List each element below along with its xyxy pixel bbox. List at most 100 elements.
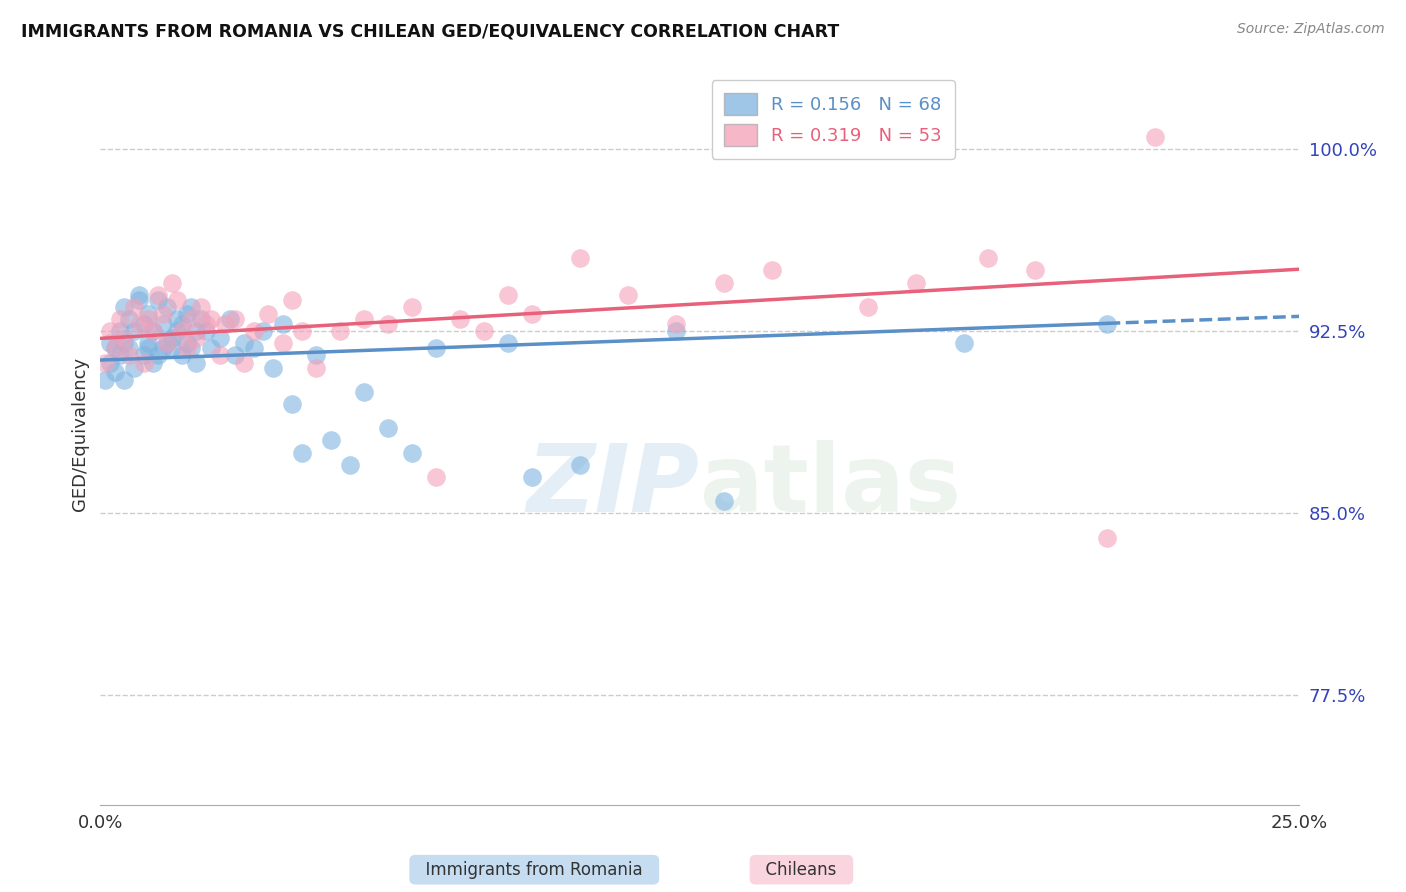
Point <box>568 458 591 472</box>
Point <box>665 324 688 338</box>
Point <box>353 384 375 399</box>
Point <box>132 356 155 370</box>
Point <box>200 312 222 326</box>
Point <box>305 360 328 375</box>
Point <box>166 312 188 326</box>
Point <box>156 336 179 351</box>
Point <box>122 300 145 314</box>
Point <box>98 336 121 351</box>
Point <box>162 331 184 345</box>
Point <box>146 348 169 362</box>
Point <box>761 263 783 277</box>
Point <box>401 445 423 459</box>
Point <box>425 341 447 355</box>
Point <box>401 300 423 314</box>
Point <box>176 307 198 321</box>
Point <box>425 470 447 484</box>
Point <box>94 356 117 370</box>
Point <box>190 300 212 314</box>
Point <box>180 312 202 326</box>
Point <box>186 324 208 338</box>
Point <box>257 307 280 321</box>
Text: Immigrants from Romania: Immigrants from Romania <box>415 861 654 879</box>
Point <box>377 421 399 435</box>
Point <box>122 360 145 375</box>
Point <box>713 276 735 290</box>
Point <box>170 324 193 338</box>
Point <box>94 373 117 387</box>
Point <box>496 287 519 301</box>
Point <box>186 356 208 370</box>
Y-axis label: GED/Equivalency: GED/Equivalency <box>72 358 89 511</box>
Point <box>118 348 141 362</box>
Point <box>194 324 217 338</box>
Point <box>108 348 131 362</box>
Point <box>281 397 304 411</box>
Point <box>224 348 246 362</box>
Point <box>271 336 294 351</box>
Text: Chileans: Chileans <box>755 861 848 879</box>
Point <box>152 341 174 355</box>
Point <box>152 307 174 321</box>
Point <box>329 324 352 338</box>
Point <box>104 341 127 355</box>
Point <box>132 317 155 331</box>
Text: Source: ZipAtlas.com: Source: ZipAtlas.com <box>1237 22 1385 37</box>
Point <box>339 458 361 472</box>
Point <box>136 341 159 355</box>
Point <box>162 341 184 355</box>
Point <box>209 331 232 345</box>
Point <box>180 300 202 314</box>
Point <box>243 341 266 355</box>
Point <box>98 356 121 370</box>
Point <box>146 287 169 301</box>
Point <box>166 324 188 338</box>
Point <box>104 341 127 355</box>
Point <box>243 324 266 338</box>
Point <box>136 336 159 351</box>
Point <box>128 293 150 307</box>
Point <box>224 312 246 326</box>
Point <box>291 324 314 338</box>
Point <box>104 366 127 380</box>
Point <box>1097 531 1119 545</box>
Point <box>233 356 256 370</box>
Point <box>122 324 145 338</box>
Point <box>617 287 640 301</box>
Point <box>209 348 232 362</box>
Point <box>166 293 188 307</box>
Point <box>262 360 284 375</box>
Point <box>98 324 121 338</box>
Point <box>156 300 179 314</box>
Point <box>1024 263 1046 277</box>
Point <box>305 348 328 362</box>
Text: atlas: atlas <box>700 441 960 533</box>
Point <box>118 341 141 355</box>
Point <box>142 324 165 338</box>
Point <box>146 293 169 307</box>
Point <box>952 336 974 351</box>
Point <box>136 307 159 321</box>
Point <box>176 341 198 355</box>
Point <box>200 341 222 355</box>
Point <box>665 317 688 331</box>
Point <box>156 336 179 351</box>
Point <box>976 252 998 266</box>
Point <box>162 276 184 290</box>
Point <box>1144 129 1167 144</box>
Point <box>568 252 591 266</box>
Point <box>1097 317 1119 331</box>
Point <box>194 317 217 331</box>
Point <box>904 276 927 290</box>
Point <box>218 312 240 326</box>
Point <box>186 331 208 345</box>
Point <box>118 312 141 326</box>
Point <box>233 336 256 351</box>
Point <box>353 312 375 326</box>
Point <box>142 324 165 338</box>
Text: IMMIGRANTS FROM ROMANIA VS CHILEAN GED/EQUIVALENCY CORRELATION CHART: IMMIGRANTS FROM ROMANIA VS CHILEAN GED/E… <box>21 22 839 40</box>
Point <box>112 300 135 314</box>
Point <box>170 348 193 362</box>
Point <box>271 317 294 331</box>
Point <box>112 336 135 351</box>
